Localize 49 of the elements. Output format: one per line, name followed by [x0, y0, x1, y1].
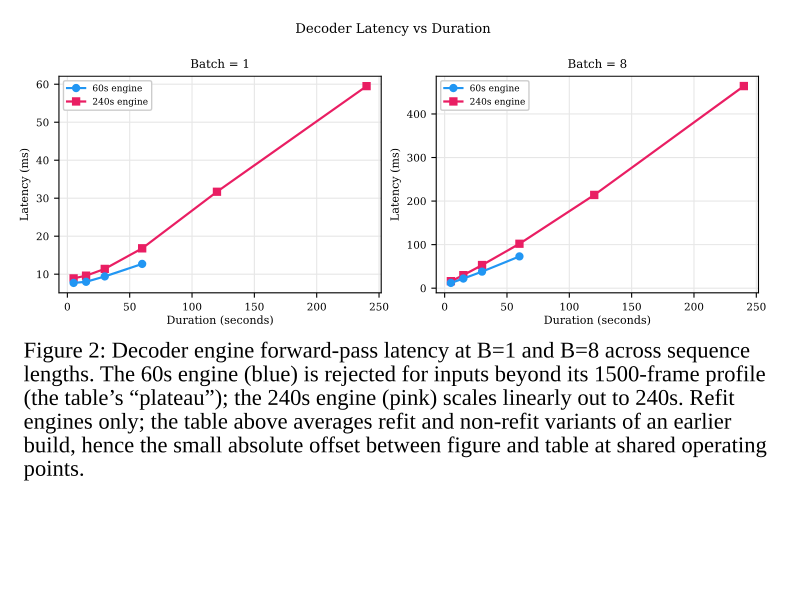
x-tick-label: 0 [442, 302, 448, 311]
y-tick-label: 60 [36, 80, 49, 88]
chart-title: Batch = 8 [568, 58, 626, 68]
legend-label: 240s engine [470, 98, 525, 107]
y-tick-label: 20 [36, 232, 49, 240]
point [138, 260, 146, 268]
y-axis-title: Latency (ms) [390, 148, 402, 220]
point [138, 244, 146, 253]
y-axis-title: Latency (ms) [20, 148, 30, 220]
point [69, 278, 78, 288]
point [478, 267, 486, 276]
y-tick-label: 40 [36, 156, 49, 164]
x-tick-label: 250 [747, 302, 766, 311]
caption: Figure 2: Decoder engine forward-pass latency at B=1 and B=8 across sequence lengths. The 60s engine (blue) is rejected for inputs beyond its 1500-frame profile (the table’s “plateau”); the 240s engine (pink) scales linearly out to 240s. Refit engines only; the table above averages refit and non-refit variants of an earlier build, hence the small absolute offset between figure and table at shared operating points. [24, 342, 766, 481]
text: Decoder Latency vs Duration [296, 22, 490, 36]
point [362, 82, 371, 90]
y-tick-label: 100 [408, 240, 426, 249]
x-tick-label: 100 [183, 302, 202, 311]
point [212, 188, 222, 196]
point [515, 252, 524, 261]
point [590, 190, 598, 200]
point [459, 274, 468, 283]
x-tick-label: 150 [246, 302, 264, 311]
legend-label: 60s engine [470, 84, 520, 94]
point [100, 264, 109, 274]
x-axis-title: Duration (seconds) [544, 315, 650, 326]
x-tick-label: 50 [501, 302, 513, 311]
chart-title: Batch = 1 [190, 58, 248, 68]
x-tick-label: 200 [307, 302, 326, 311]
x-tick-label: 0 [64, 302, 70, 311]
point [515, 240, 524, 248]
x-tick-label: 250 [370, 302, 388, 311]
legend-label: 240s engine [92, 98, 148, 107]
y-tick-label: 0 [420, 284, 426, 292]
y-tick-label: 200 [407, 197, 426, 206]
point [740, 82, 748, 90]
x-axis-title: Duration (seconds) [167, 315, 273, 326]
y-tick-label: 300 [407, 154, 426, 162]
point [82, 278, 90, 286]
x-tick-label: 200 [684, 302, 704, 311]
y-tick-label: 400 [406, 110, 426, 118]
x-tick-label: 100 [560, 302, 579, 311]
x-tick-label: 50 [124, 302, 136, 311]
y-tick-label: 50 [36, 118, 49, 126]
legend-label: 60s engine [92, 84, 142, 94]
x-tick-label: 150 [622, 302, 641, 311]
y-tick-label: 10 [37, 270, 49, 278]
y-tick-label: 30 [36, 194, 49, 202]
point [100, 272, 109, 281]
